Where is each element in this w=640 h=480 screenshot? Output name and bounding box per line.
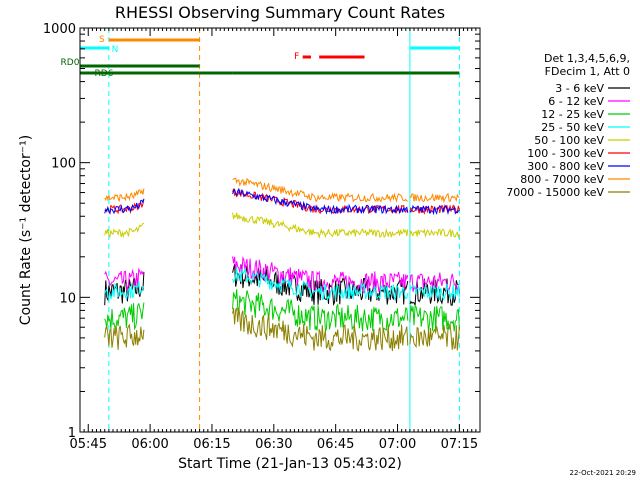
legend-label-6: 300 - 800 keV <box>527 160 604 173</box>
series-line-4 <box>104 212 460 240</box>
legend-label-1: 6 - 12 keV <box>548 95 604 108</box>
y-tick-label-0: 1 <box>68 426 76 441</box>
legend-header-1: FDecim 1, Att 0 <box>545 65 630 78</box>
legend-label-0: 3 - 6 keV <box>555 82 604 95</box>
x-axis-label: Start Time (21-Jan-13 05:43:02) <box>178 456 402 472</box>
legend-label-5: 100 - 300 keV <box>527 147 604 160</box>
series-line-2 <box>104 289 460 332</box>
plot-frame <box>79 27 481 433</box>
series-line-6 <box>104 187 460 216</box>
legend-label-7: 800 - 7000 keV <box>520 173 604 186</box>
x-tick-label-6: 07:15 <box>441 437 478 452</box>
series-line-7 <box>104 177 460 204</box>
series-line-1 <box>104 256 460 294</box>
x-tick-label-5: 07:00 <box>379 437 416 452</box>
y-axis-label: Count Rate (s⁻¹ detector⁻¹) <box>18 135 34 325</box>
flag-label-f: F <box>294 52 299 62</box>
chart-title: RHESSI Observing Summary Count Rates <box>115 3 445 22</box>
x-tick-label-0: 05:45 <box>70 437 107 452</box>
legend: Det 1,3,4,5,6,9,FDecim 1, Att 0 3 - 6 keV… <box>506 52 630 199</box>
y-tick-label-2: 100 <box>51 157 76 172</box>
x-tick-label-3: 06:30 <box>255 437 292 452</box>
flag-label-s: S <box>99 35 105 45</box>
flag-label-rd0: RD0 <box>61 58 80 68</box>
legend-label-2: 12 - 25 keV <box>541 108 604 121</box>
x-tick-label-2: 06:15 <box>193 437 230 452</box>
flag-label-rd6: RD6 <box>95 69 114 79</box>
y-tick-label-1: 10 <box>59 291 76 306</box>
footer-timestamp: 22-Oct-2021 20:29 <box>570 469 636 477</box>
x-tick-label-1: 06:00 <box>131 437 168 452</box>
legend-label-3: 25 - 50 keV <box>541 121 604 134</box>
legend-label-4: 50 - 100 keV <box>534 134 604 147</box>
flag-label-n: N <box>112 45 119 55</box>
legend-header-0: Det 1,3,4,5,6,9, <box>544 52 630 65</box>
series-line-3 <box>104 267 460 302</box>
y-tick-label-3: 1000 <box>43 22 76 37</box>
series-line-8 <box>104 307 460 352</box>
legend-label-8: 7000 - 15000 keV <box>506 186 604 199</box>
x-tick-label-4: 06:45 <box>317 437 354 452</box>
